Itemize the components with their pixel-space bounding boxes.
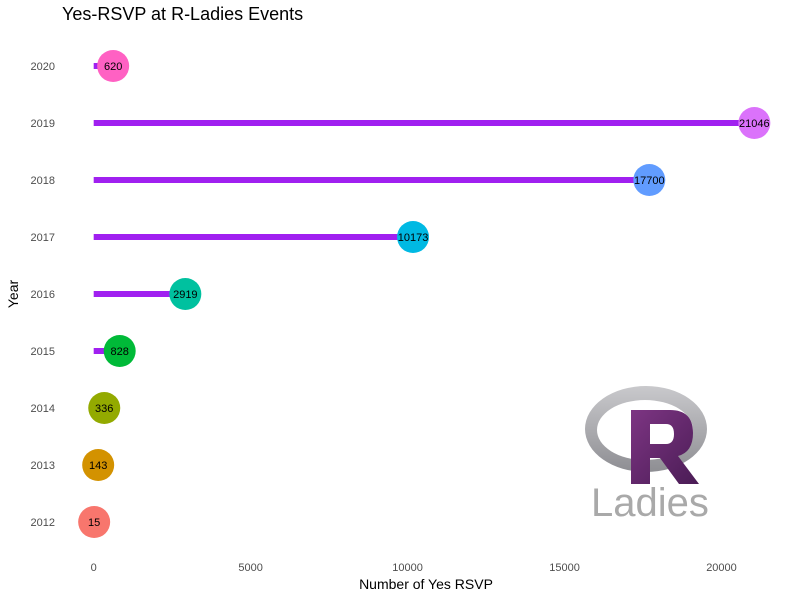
chart-title: Yes-RSVP at R-Ladies Events — [62, 4, 303, 24]
stems-layer — [93, 63, 755, 525]
y-tick-label-2016: 2016 — [31, 289, 55, 301]
point-2015 — [103, 335, 136, 367]
point-2018 — [633, 164, 666, 196]
y-tick-label-2013: 2013 — [31, 460, 55, 472]
y-tick-label-2017: 2017 — [31, 232, 55, 244]
value-label-2015: 828 — [111, 346, 129, 358]
y-tick-label-2012: 2012 — [31, 517, 55, 529]
value-label-2014: 336 — [95, 403, 113, 415]
y-tick-label-2019: 2019 — [31, 118, 55, 130]
logo-ladies-text: Ladies — [591, 481, 709, 525]
x-tick-label-20000: 20000 — [706, 562, 737, 574]
points-layer: 15 143 336 828 2919 10173 17700 21046 620 — [78, 50, 771, 538]
point-2016 — [169, 278, 202, 310]
y-tick-label-2020: 2020 — [31, 61, 55, 73]
value-label-2013: 143 — [89, 460, 107, 472]
x-axis-title: Number of Yes RSVP — [359, 576, 493, 592]
value-label-2017: 10173 — [398, 232, 429, 244]
point-2019 — [738, 107, 771, 139]
x-tick-label-10000: 10000 — [392, 562, 423, 574]
x-tick-label-0: 0 — [91, 562, 97, 574]
y-tick-label-2014: 2014 — [31, 403, 55, 415]
point-2014 — [88, 392, 121, 424]
logo-r-letter — [631, 410, 699, 484]
r-ladies-logo: Ladies — [585, 386, 709, 525]
x-tick-label-5000: 5000 — [238, 562, 262, 574]
x-tick-label-15000: 15000 — [549, 562, 580, 574]
y-tick-label-2015: 2015 — [31, 346, 55, 358]
value-label-2016: 2919 — [173, 289, 197, 301]
y-tick-labels: 2012 2013 2014 2015 2016 2017 2018 2019 2020 — [31, 61, 55, 529]
value-label-2019: 21046 — [739, 118, 770, 130]
point-2020 — [97, 50, 130, 82]
point-2017 — [397, 221, 430, 253]
y-axis-title: Year — [5, 280, 21, 309]
value-label-2020: 620 — [104, 61, 122, 73]
point-2012 — [78, 506, 111, 538]
value-label-2018: 17700 — [634, 175, 665, 187]
y-tick-label-2018: 2018 — [31, 175, 55, 187]
point-2013 — [82, 449, 115, 481]
value-label-2012: 15 — [88, 517, 100, 529]
x-tick-labels: 0 5000 10000 15000 20000 — [91, 562, 737, 574]
